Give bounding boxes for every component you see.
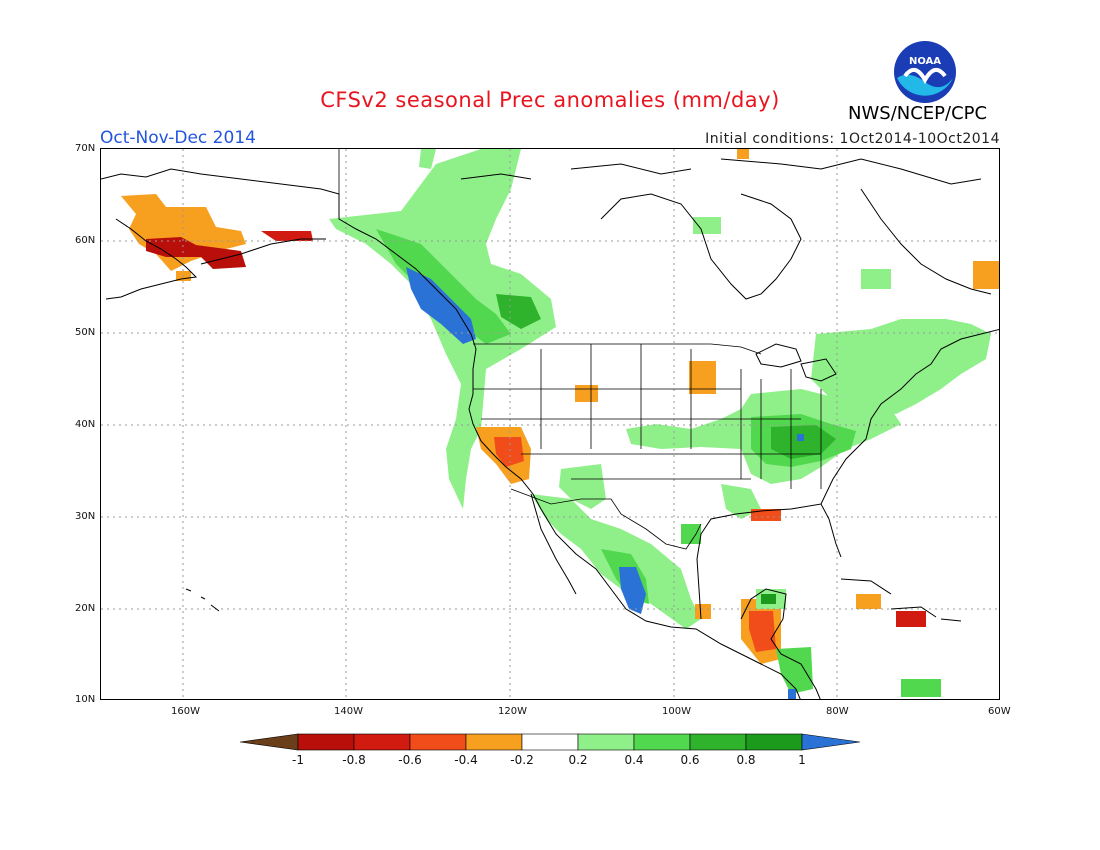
noaa-logo: NOAA bbox=[893, 40, 957, 104]
coastlines bbox=[101, 158, 999, 699]
lat-label-30n: 30N bbox=[75, 511, 96, 522]
anomaly-hispaniola-red bbox=[896, 611, 926, 627]
colorbar-tick-label: 0.2 bbox=[568, 753, 588, 767]
map-title: CFSv2 seasonal Prec anomalies (mm/day) bbox=[320, 88, 780, 112]
anomaly-panama-blue bbox=[788, 689, 796, 699]
anomaly-ohio-blue bbox=[797, 434, 804, 441]
borders bbox=[338, 149, 822, 550]
colorbar-arrow-left bbox=[239, 733, 299, 751]
anomaly-california-red bbox=[494, 437, 524, 467]
lat-label-70n: 70N bbox=[75, 143, 96, 154]
anomaly-ohio-dark-green bbox=[771, 425, 836, 459]
colorbar-bin bbox=[297, 733, 355, 751]
lat-label-40n: 40N bbox=[75, 419, 96, 430]
lon-label-80w: 80W bbox=[826, 706, 849, 717]
anomaly-central-america-green bbox=[776, 647, 813, 694]
anomaly-yucatan-dark bbox=[761, 594, 776, 604]
anomaly-north-dakota-orange bbox=[689, 361, 716, 394]
colorbar bbox=[239, 733, 862, 755]
period-label: Oct-Nov-Dec 2014 bbox=[100, 128, 256, 148]
anomaly-central-america-red bbox=[749, 611, 776, 652]
anomaly-alaska-red-2 bbox=[261, 231, 313, 241]
colorbar-bin bbox=[633, 733, 691, 751]
lat-label-50n: 50N bbox=[75, 327, 96, 338]
anomaly-gulf-orange-small bbox=[695, 604, 711, 619]
lon-label-160w: 160W bbox=[171, 706, 200, 717]
anomaly-north-green-3 bbox=[861, 269, 891, 289]
colorbar-arrow-right bbox=[801, 733, 861, 751]
anomaly-rockies-orange bbox=[575, 385, 598, 402]
anomaly-map bbox=[100, 148, 1000, 700]
colorbar-bin bbox=[521, 733, 579, 751]
lat-label-20n: 20N bbox=[75, 603, 96, 614]
colorbar-tick-label: 0.8 bbox=[736, 753, 756, 767]
colorbar-tick-label: 1 bbox=[798, 753, 806, 767]
map-canvas bbox=[101, 149, 999, 699]
agency-label: NWS/NCEP/CPC bbox=[848, 103, 988, 124]
anomaly-north-green-1 bbox=[419, 149, 436, 169]
lat-label-10n: 10N bbox=[75, 694, 96, 705]
anomaly-mexico-blue bbox=[619, 567, 646, 614]
anomaly-north-green-2 bbox=[693, 217, 721, 234]
colorbar-bin bbox=[745, 733, 803, 751]
lon-label-140w: 140W bbox=[334, 706, 363, 717]
initial-conditions-label: Initial conditions: 1Oct2014-10Oct2014 bbox=[705, 131, 1000, 147]
lon-label-100w: 100W bbox=[662, 706, 691, 717]
anomaly-caribbean-green bbox=[901, 679, 941, 697]
anomaly-cuba-orange bbox=[856, 594, 881, 609]
anomaly-texas-green bbox=[681, 524, 701, 544]
anomaly-bc-mid-green bbox=[376, 229, 511, 344]
anomaly-layer bbox=[121, 149, 999, 699]
colorbar-tick-label: -0.8 bbox=[342, 753, 366, 767]
anomaly-east-canada-green bbox=[811, 319, 991, 414]
anomaly-hudson-orange bbox=[737, 149, 749, 159]
anomaly-bc-dark-green bbox=[496, 294, 541, 329]
colorbar-bin bbox=[353, 733, 411, 751]
colorbar-bin bbox=[689, 733, 747, 751]
noaa-logo-text: NOAA bbox=[909, 56, 941, 67]
colorbar-tick-label: -0.6 bbox=[398, 753, 422, 767]
gridlines bbox=[101, 149, 999, 699]
lon-label-120w: 120W bbox=[498, 706, 527, 717]
lat-label-60n: 60N bbox=[75, 235, 96, 246]
anomaly-newfoundland-orange bbox=[973, 261, 999, 289]
colorbar-bin bbox=[409, 733, 467, 751]
lon-label-60w: 60W bbox=[988, 706, 1011, 717]
colorbar-tick-label: 0.6 bbox=[680, 753, 700, 767]
colorbar-tick-label: 0.4 bbox=[624, 753, 644, 767]
anomaly-alaska-red-1 bbox=[146, 237, 246, 269]
colorbar-bin bbox=[465, 733, 523, 751]
colorbar-tick-label: -0.4 bbox=[454, 753, 478, 767]
anomaly-southwest-green bbox=[559, 464, 606, 509]
colorbar-bin bbox=[577, 733, 635, 751]
anomaly-pnw-blue bbox=[406, 267, 476, 344]
colorbar-tick-label: -0.2 bbox=[510, 753, 534, 767]
colorbar-svg bbox=[239, 733, 861, 751]
colorbar-tick-label: -1 bbox=[292, 753, 304, 767]
anomaly-gulf-red bbox=[751, 509, 781, 521]
